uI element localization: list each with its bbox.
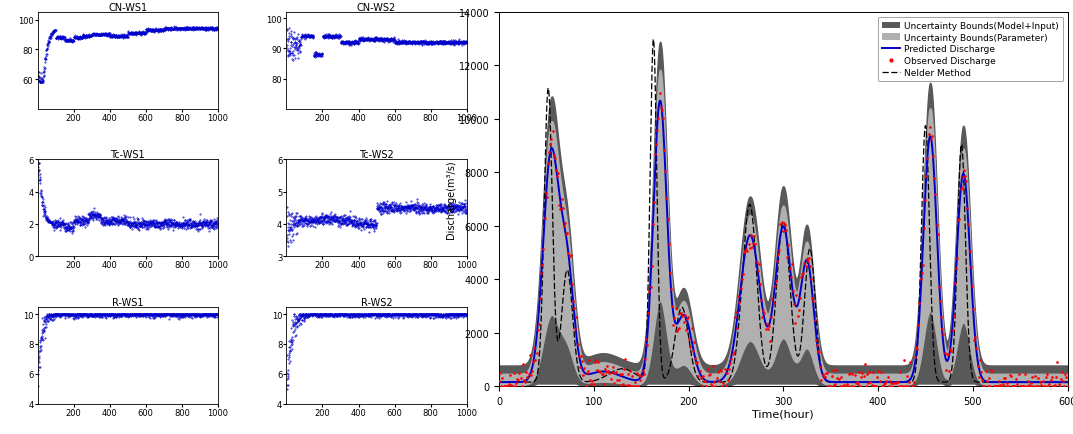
Title: CN-WS2: CN-WS2 — [357, 3, 396, 13]
Title: Tc-WS2: Tc-WS2 — [359, 150, 394, 160]
Title: R-WS1: R-WS1 — [112, 297, 144, 307]
Title: Tc-WS1: Tc-WS1 — [111, 150, 145, 160]
Y-axis label: Discharge(m³/s): Discharge(m³/s) — [445, 161, 456, 239]
Title: CN-WS1: CN-WS1 — [108, 3, 147, 13]
Title: R-WS2: R-WS2 — [361, 297, 393, 307]
Legend: Uncertainty Bounds(Model+Input), Uncertainty Bounds(Parameter), Predicted Discha: Uncertainty Bounds(Model+Input), Uncerta… — [878, 17, 1063, 82]
X-axis label: Time(hour): Time(hour) — [752, 409, 814, 419]
